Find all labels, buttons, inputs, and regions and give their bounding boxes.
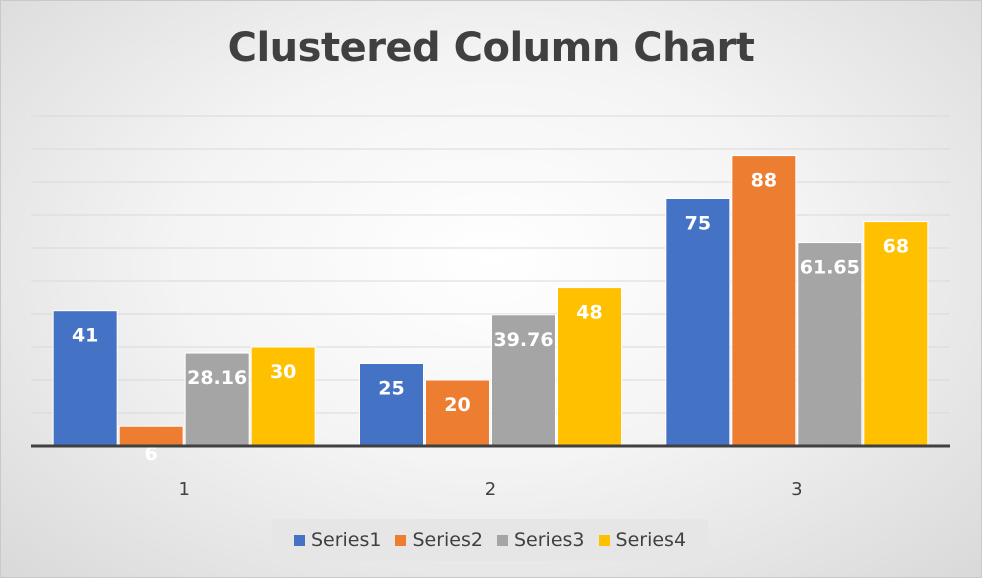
data-label-series2-cat-2: 20 [444,394,470,416]
x-tick-label-3: 3 [791,479,802,500]
data-label-series4-cat-2: 48 [576,302,602,324]
x-tick-label-2: 2 [485,479,496,500]
legend-item-series2: Series2 [395,529,483,551]
data-label-series1-cat-2: 25 [378,378,404,400]
data-label-series2-cat-3: 88 [751,170,777,192]
data-label-series3-cat-1: 28.16 [187,367,247,389]
data-label-series1-cat-3: 75 [685,213,711,235]
bar-series4-cat-3 [863,221,929,447]
legend-label: Series3 [514,529,585,551]
bar-series4-cat-2 [557,287,622,447]
legend-item-series3: Series3 [497,529,585,551]
legend-item-series4: Series4 [598,529,687,551]
bar-series2-cat-2 [425,379,490,447]
legend-item-series1: Series1 [293,529,382,551]
bar-series2-cat-3 [731,155,797,447]
bar-series1-cat-3 [665,198,731,447]
bar-series1-cat-1 [52,310,118,447]
data-label-series2-cat-1: 6 [145,443,158,465]
bar-series3-cat-3 [797,242,863,447]
data-label-series1-cat-1: 41 [72,325,98,347]
bar-series3-cat-2 [491,314,556,447]
legend-label: Series4 [615,529,687,551]
data-label-series3-cat-3: 61.65 [800,257,860,279]
legend-swatch [497,534,508,546]
legend-swatch [598,534,610,546]
data-label-series4-cat-3: 68 [883,236,909,258]
legend-label: Series1 [310,529,382,551]
data-label-series4-cat-1: 30 [270,361,296,383]
legend-swatch [395,534,407,546]
chart-title: Clustered Column Chart [227,25,755,71]
x-tick-label-1: 1 [178,479,189,500]
bar-series1-cat-2 [359,363,424,447]
legend-swatch [293,534,305,546]
legend-label: Series2 [412,529,483,551]
chart-legend: Series1 Series2 Series3 Series4 [272,519,708,561]
data-label-series3-cat-2: 39.76 [493,329,553,351]
